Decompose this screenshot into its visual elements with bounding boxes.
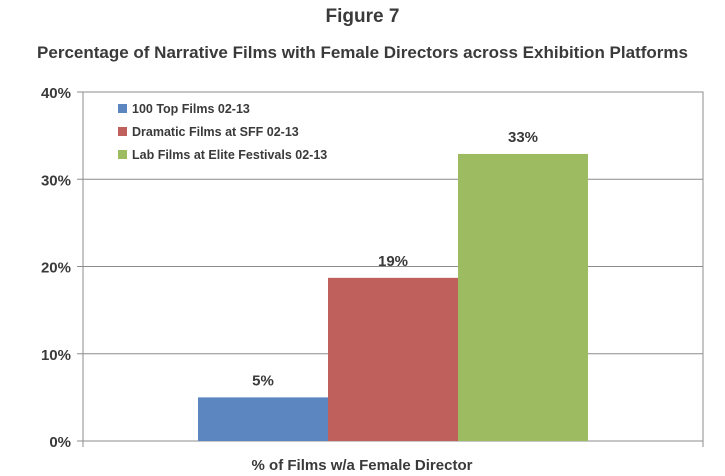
data-labels: 5% 19% 33% — [252, 129, 538, 389]
legend-entry: 100 Top Films 02-13 — [132, 102, 250, 116]
y-tick-label: 30% — [41, 172, 71, 189]
data-label: 19% — [378, 253, 408, 270]
legend-entry: Lab Films at Elite Festivals 02-13 — [132, 148, 327, 162]
figure-label: Figure 7 — [325, 6, 400, 27]
y-tick-label: 20% — [41, 260, 71, 277]
y-axis-ticks: 0% 10% 20% 30% 40% — [41, 85, 704, 451]
data-label: 33% — [508, 129, 538, 146]
x-axis-label: % of Films w/a Female Director — [252, 457, 473, 474]
legend-swatch — [118, 127, 127, 136]
bars — [198, 153, 588, 441]
chart-title: Percentage of Narrative Films with Femal… — [37, 43, 688, 62]
y-tick-label: 40% — [41, 85, 71, 102]
bar-3 — [458, 153, 588, 441]
legend: 100 Top Films 02-13 Dramatic Films at SFF… — [118, 102, 327, 162]
y-tick-label: 0% — [49, 434, 71, 451]
bar-2 — [328, 277, 458, 441]
data-label: 5% — [252, 372, 274, 389]
bar-1 — [198, 397, 328, 441]
legend-entry: Dramatic Films at SFF 02-13 — [132, 125, 299, 139]
y-tick-label: 10% — [41, 347, 71, 364]
legend-swatch — [118, 150, 127, 159]
legend-swatch — [118, 104, 127, 113]
